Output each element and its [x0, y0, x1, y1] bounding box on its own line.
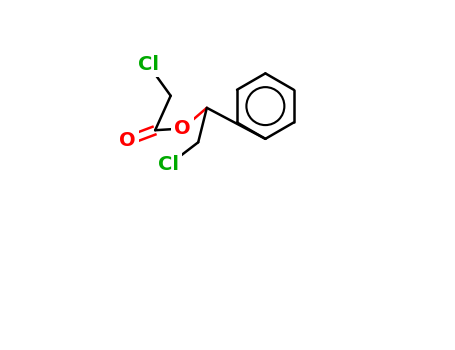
Text: Cl: Cl — [138, 55, 159, 74]
Text: O: O — [119, 131, 136, 150]
Text: Cl: Cl — [158, 155, 179, 174]
Text: O: O — [174, 119, 191, 138]
